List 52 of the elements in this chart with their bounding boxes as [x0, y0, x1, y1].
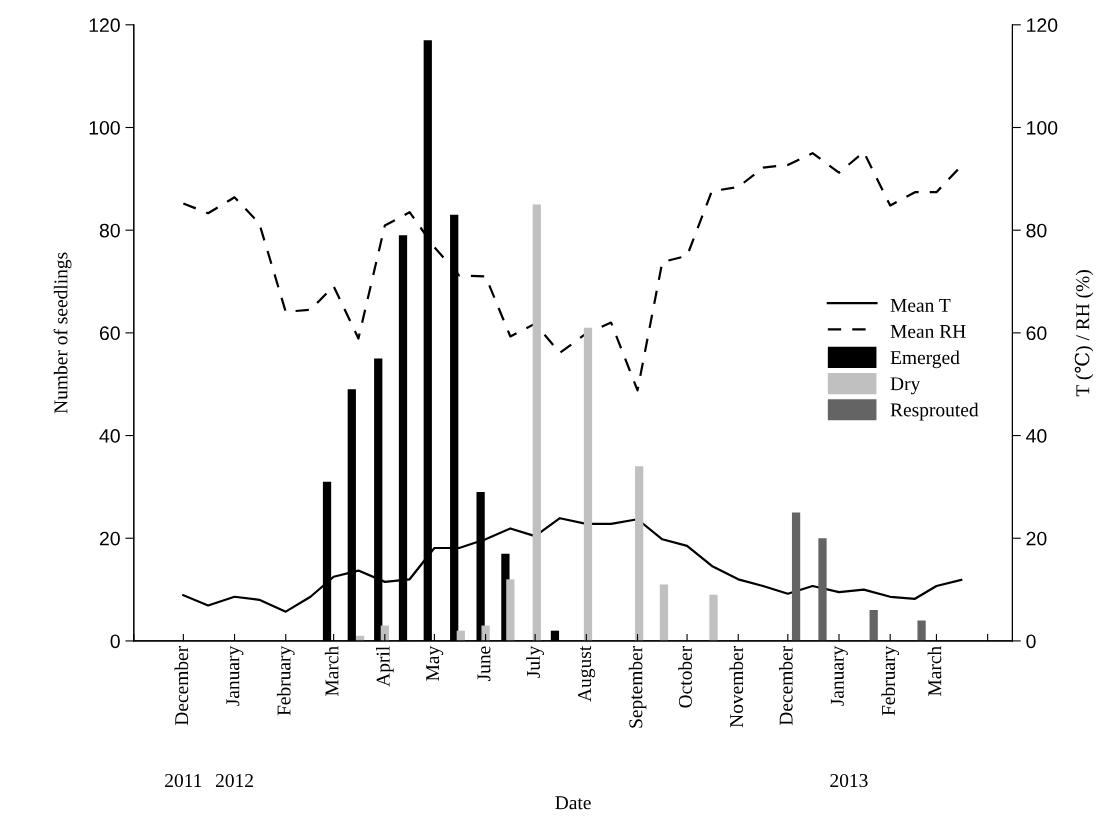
bar — [659, 584, 669, 641]
y2-tick-label: 120 — [1027, 18, 1058, 33]
y2-tick-label: 20 — [1026, 531, 1047, 546]
bar — [583, 327, 593, 641]
bar — [506, 579, 515, 641]
y-axis-title: Number of seedlings — [53, 252, 72, 414]
y2-tick-label: 80 — [1026, 223, 1047, 238]
x-tick-label: November — [729, 645, 744, 728]
x-tick-label: July — [526, 645, 544, 678]
y-tick-label: 100 — [89, 120, 120, 135]
y2-tick-label: 0 — [1026, 634, 1036, 649]
y-tick-label: 60 — [99, 326, 120, 341]
legend-label: Mean RH — [890, 325, 966, 339]
x-tick-label: December — [174, 645, 189, 726]
y2-axis-title: T (℃) / RH (%) — [1074, 270, 1094, 397]
x-axis-title: Date — [555, 796, 591, 810]
x-tick-label: June — [477, 646, 491, 682]
legend-label: Mean T — [890, 298, 951, 312]
legend-label: Dry — [890, 377, 921, 395]
y-tick-label: 80 — [99, 223, 120, 238]
x2-tick-label: 2012 — [215, 773, 253, 788]
bar — [709, 594, 718, 641]
x-tick-label: January — [226, 645, 244, 706]
bar — [818, 538, 827, 641]
x-tick-label: February — [276, 645, 295, 716]
x-tick-label: April — [376, 646, 394, 687]
y2-tick-label: 100 — [1027, 120, 1058, 135]
y2-tick-label: 40 — [1026, 429, 1047, 443]
bar — [532, 204, 541, 641]
legend-label: Emerged — [890, 350, 960, 369]
x-tick-label: February — [881, 645, 900, 716]
bar — [869, 610, 878, 641]
x-tick-label: September — [628, 645, 647, 728]
x-tick-label: October — [678, 645, 692, 708]
y-tick-label: 20 — [99, 531, 120, 546]
x-tick-label: March — [324, 646, 339, 696]
x2-tick-label: 2011 — [165, 773, 202, 788]
x2-tick-label: 2013 — [830, 773, 868, 788]
x-tick-label: March — [927, 646, 942, 696]
bar — [481, 625, 490, 641]
bar — [635, 466, 644, 641]
x-tick-label: August — [578, 645, 596, 702]
y-tick-label: 0 — [110, 634, 120, 649]
x-tick-label: December — [778, 645, 793, 726]
bar — [917, 620, 926, 641]
y-tick-label: 120 — [89, 18, 120, 33]
bar — [791, 512, 801, 641]
legend-label: Resprouted — [890, 402, 979, 421]
x-tick-label: January — [830, 645, 848, 706]
x-tick-label: May — [426, 645, 444, 681]
y-tick-label: 40 — [99, 429, 120, 443]
y2-tick-label: 60 — [1026, 326, 1047, 341]
